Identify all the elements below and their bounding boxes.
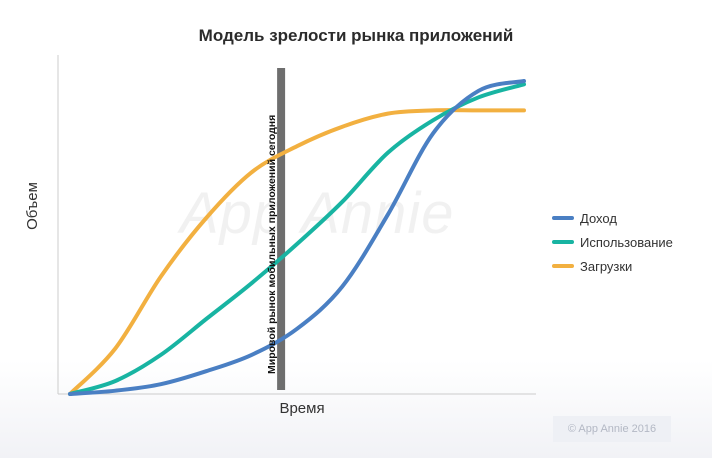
- y-axis-label: Объем: [24, 182, 41, 230]
- legend-label-revenue: Доход: [580, 210, 617, 226]
- chart-title: Модель зрелости рынка приложений: [198, 26, 514, 45]
- watermark-logo: App Annie: [180, 181, 455, 246]
- legend-swatch-usage: [552, 240, 574, 244]
- series-line-revenue: [68, 79, 526, 396]
- series-line-usage: [68, 82, 526, 396]
- legend-label-usage: Использование: [580, 234, 673, 250]
- series-lines: [68, 79, 526, 396]
- series-line-downloads: [68, 108, 526, 396]
- market-marker: [277, 68, 286, 390]
- legend-label-downloads: Загрузки: [580, 258, 633, 274]
- legend-item: Загрузки: [552, 254, 673, 278]
- legend-swatch-revenue: [552, 216, 574, 220]
- axes: [57, 55, 536, 395]
- copyright-badge: © App Annie 2016: [553, 416, 671, 442]
- x-axis-label: Время: [279, 400, 325, 417]
- legend: Доход Использование Загрузки: [552, 206, 673, 278]
- legend-swatch-downloads: [552, 264, 574, 268]
- legend-item: Использование: [552, 230, 673, 254]
- marker-label: Мировой рынок мобильных приложений сегод…: [266, 114, 278, 374]
- legend-item: Доход: [552, 206, 673, 230]
- marker-bar: [277, 68, 286, 390]
